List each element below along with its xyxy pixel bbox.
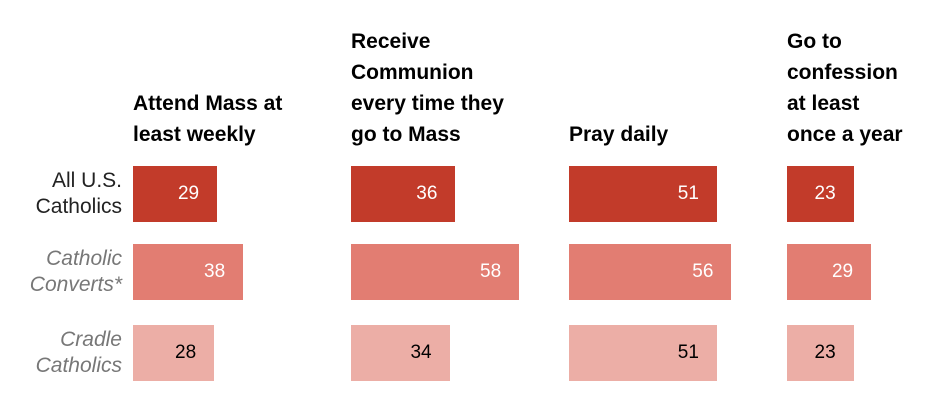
value-label: 34 bbox=[410, 342, 432, 363]
value-label: 51 bbox=[677, 183, 699, 204]
row-label: All U.S. Catholics bbox=[35, 169, 122, 218]
row-label: Catholic Converts* bbox=[29, 247, 122, 296]
bar bbox=[787, 244, 872, 300]
bar bbox=[351, 166, 456, 222]
row-label: Cradle Catholics bbox=[35, 328, 122, 377]
bar bbox=[351, 325, 450, 381]
bar bbox=[133, 166, 218, 222]
value-label: 23 bbox=[814, 183, 836, 204]
bar bbox=[787, 166, 854, 222]
value-label: 56 bbox=[692, 261, 714, 282]
bar bbox=[569, 244, 732, 300]
panel-title: Receive Communion every time they go to … bbox=[351, 30, 504, 146]
bar bbox=[133, 244, 244, 300]
panel-title: Attend Mass at least weekly bbox=[133, 92, 283, 146]
value-label: 38 bbox=[204, 261, 226, 282]
bar bbox=[351, 244, 520, 300]
bar bbox=[569, 325, 717, 381]
value-label: 51 bbox=[677, 342, 699, 363]
value-label: 29 bbox=[177, 183, 200, 204]
value-label: 58 bbox=[480, 261, 502, 282]
bar bbox=[133, 325, 215, 381]
value-label: 23 bbox=[814, 342, 836, 363]
panel-title: Pray daily bbox=[569, 123, 669, 146]
bar bbox=[787, 325, 854, 381]
value-label: 28 bbox=[175, 342, 197, 363]
value-label: 36 bbox=[416, 183, 438, 204]
value-label: 29 bbox=[831, 261, 854, 282]
panel-title: Go to confession at least once a year bbox=[787, 30, 903, 146]
bar bbox=[569, 166, 717, 222]
